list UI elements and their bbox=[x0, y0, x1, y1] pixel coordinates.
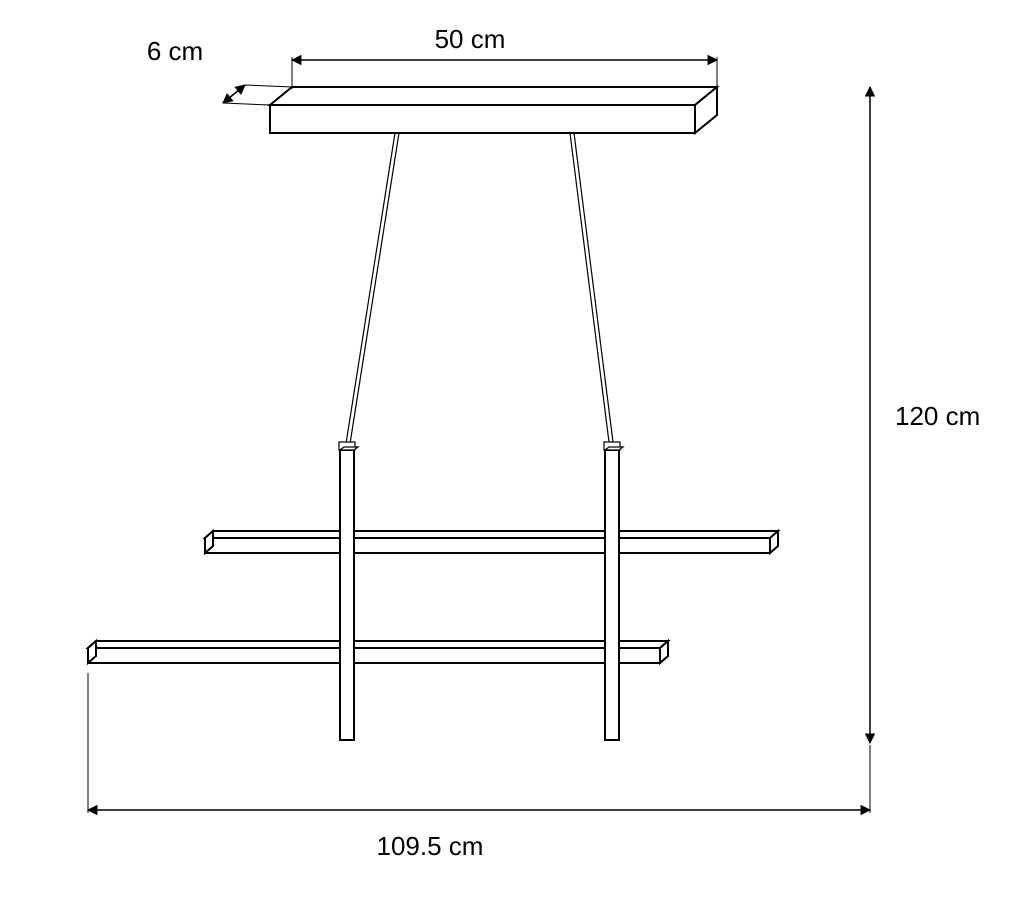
dimension-labels: 50 cm 6 cm 120 cm 109.5 cm bbox=[147, 24, 980, 861]
dimension-height: 120 cm bbox=[895, 401, 980, 431]
dimension-depth: 6 cm bbox=[147, 36, 203, 66]
dimension-overall-width: 109.5 cm bbox=[377, 831, 484, 861]
dimension-lines bbox=[88, 57, 870, 813]
dimension-top-width: 50 cm bbox=[435, 24, 506, 54]
product-drawing bbox=[88, 87, 778, 740]
